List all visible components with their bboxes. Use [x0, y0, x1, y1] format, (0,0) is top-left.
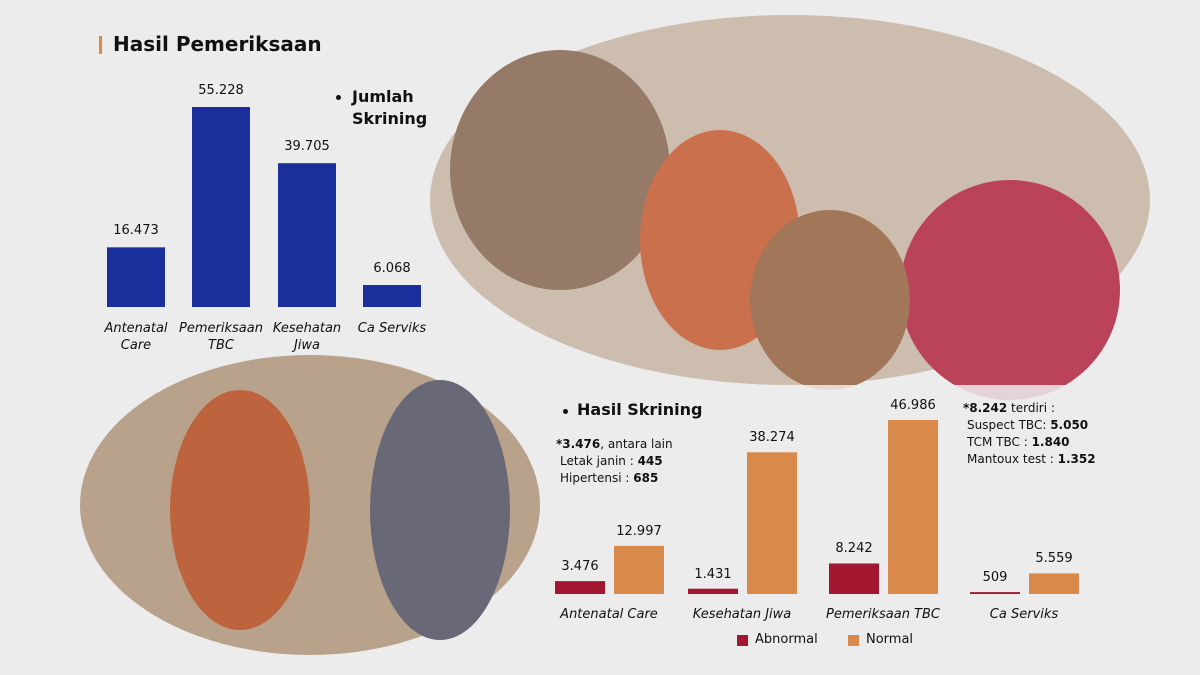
value-label: 16.473 — [113, 223, 159, 239]
annotation-line: *8.242 terdiri : — [963, 400, 1055, 417]
bar — [614, 545, 664, 594]
annotation-text: TCM TBC : — [967, 435, 1032, 449]
annotation-text: 685 — [633, 471, 659, 485]
legend-marker — [336, 95, 341, 100]
x-tick-label: Ca Serviks — [357, 321, 427, 336]
bar — [688, 588, 738, 594]
legend-label: Jumlah Skrining — [352, 87, 428, 128]
value-label: 46.986 — [890, 398, 936, 413]
annotation-line: Letak janin : 445 — [560, 453, 663, 470]
bar — [747, 452, 797, 594]
photo-person — [750, 210, 910, 390]
annotation-line: Hipertensi : 685 — [560, 470, 658, 487]
title-accent — [99, 36, 102, 54]
x-tick-label: Antenatal Care — [560, 607, 658, 622]
bar — [363, 285, 421, 307]
value-label: 6.068 — [373, 261, 411, 277]
annotation-line: Suspect TBC: 5.050 — [967, 417, 1088, 434]
annotation-text: Letak janin : — [560, 454, 638, 468]
bar — [829, 563, 879, 594]
x-tick-label: Pemeriksaan TBC — [179, 321, 263, 353]
bar — [107, 247, 165, 307]
x-tick-label: Kesehatan Jiwa — [272, 321, 342, 353]
photo-person — [370, 380, 510, 640]
annotation-text: *8.242 — [963, 401, 1008, 415]
x-tick-label: Antenatal Care — [104, 321, 168, 353]
legend-marker — [848, 635, 859, 646]
x-tick-label: Ca Serviks — [989, 607, 1059, 622]
legend-label: Abnormal — [755, 632, 818, 647]
bar — [888, 420, 938, 594]
value-label: 5.559 — [1035, 551, 1073, 567]
chart-title: Hasil Skrining — [577, 400, 703, 419]
value-label: 38.274 — [749, 430, 795, 446]
annotation-line: TCM TBC : 1.840 — [967, 434, 1070, 451]
value-label: 1.431 — [694, 566, 732, 582]
title-bullet — [563, 409, 568, 414]
bar — [555, 581, 605, 594]
annotation-text: , antara lain — [600, 437, 673, 451]
value-label: 39.705 — [284, 139, 330, 155]
annotation-text: Mantoux test : — [967, 452, 1058, 466]
bar — [1029, 573, 1079, 594]
annotation-line: Mantoux test : 1.352 — [967, 451, 1096, 468]
annotation-text: 5.050 — [1050, 418, 1089, 432]
photo-person — [900, 180, 1120, 400]
annotation-text: 1.840 — [1031, 435, 1070, 449]
x-tick-label: Pemeriksaan TBC — [826, 607, 940, 622]
photo-person — [170, 390, 310, 630]
photos — [80, 15, 1150, 675]
x-tick-label: Kesehatan Jiwa — [692, 607, 792, 622]
bar — [970, 592, 1020, 594]
value-label: 12.997 — [616, 523, 662, 539]
value-label: 55.228 — [198, 83, 244, 98]
photo-person — [450, 50, 670, 290]
value-label: 8.242 — [835, 541, 873, 557]
annotation-text: terdiri : — [1007, 401, 1055, 415]
annotation-line: *3.476, antara lain — [556, 436, 673, 453]
annotation-text: 445 — [637, 454, 663, 468]
annotation-text: Suspect TBC: — [967, 418, 1051, 432]
chart-backdrop — [540, 385, 1150, 675]
page-title: Hasil Pemeriksaan — [113, 32, 322, 56]
value-label: 3.476 — [561, 559, 599, 575]
bar — [192, 107, 250, 307]
annotation-text: 1.352 — [1057, 452, 1096, 466]
annotation-text: Hipertensi : — [560, 471, 634, 485]
bar — [278, 163, 336, 307]
legend-marker — [737, 635, 748, 646]
value-label: 509 — [982, 570, 1008, 586]
annotation-text: *3.476 — [556, 437, 601, 451]
legend-label: Normal — [866, 632, 914, 647]
